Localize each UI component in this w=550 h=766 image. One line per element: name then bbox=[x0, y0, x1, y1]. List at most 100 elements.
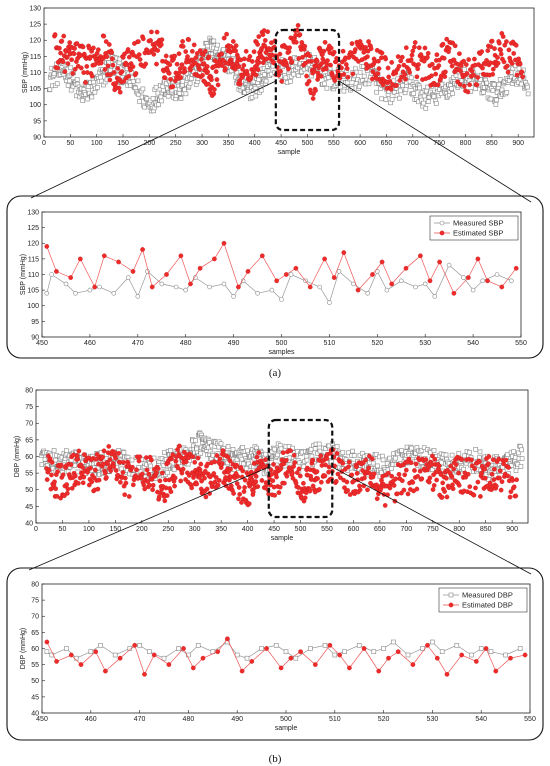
overview-dbp-point-estimated-130 bbox=[123, 480, 129, 486]
overview-sbp-point-estimated-34 bbox=[72, 66, 78, 72]
overview-dbp-xtick-label-5: 250 bbox=[162, 526, 174, 533]
overview-sbp-point-estimated-487 bbox=[332, 78, 338, 83]
zoom-dbp-point-estimated-26 bbox=[361, 646, 367, 651]
zoom-dbp-point-measured-28 bbox=[381, 646, 386, 651]
overview-sbp-point-estimated-603 bbox=[414, 74, 420, 80]
overview-dbp-point-estimated-189 bbox=[164, 493, 170, 498]
overview-dbp-point-measured-6 bbox=[42, 456, 48, 462]
zoom-sbp-ylabel: SBP (mmHg) bbox=[20, 254, 27, 295]
overview-dbp-point-estimated-394 bbox=[274, 474, 279, 480]
overview-dbp-xtick-label-12: 600 bbox=[348, 526, 360, 533]
overview-sbp-point-measured-357 bbox=[253, 93, 259, 99]
overview-dbp-point-estimated-165 bbox=[150, 487, 155, 493]
overview-sbp-point-estimated-203 bbox=[180, 44, 186, 49]
overview-sbp-series-estimated bbox=[52, 23, 526, 101]
zoom-sbp-xtick-label-10: 550 bbox=[515, 340, 527, 347]
overview-dbp-point-estimated-15 bbox=[53, 486, 59, 492]
zoom-sbp-point-estimated-34 bbox=[451, 290, 457, 296]
overview-dbp-series-estimated bbox=[44, 443, 519, 508]
overview-dbp-point-estimated-242 bbox=[195, 455, 201, 461]
overview-dbp-point-estimated-52 bbox=[75, 480, 81, 486]
overview-sbp-point-estimated-629 bbox=[434, 52, 440, 58]
overview-sbp-point-estimated-151 bbox=[148, 38, 153, 43]
zoom-sbp-xtick-label-1: 460 bbox=[84, 340, 96, 347]
overview-dbp-point-estimated-423 bbox=[291, 452, 297, 458]
overview-sbp-point-estimated-504 bbox=[344, 66, 350, 71]
overview-sbp-point-estimated-696 bbox=[479, 49, 485, 54]
overview-dbp-point-estimated-748 bbox=[510, 478, 515, 483]
zoom-sbp-point-measured-5 bbox=[97, 284, 102, 290]
overview-dbp-point-estimated-275 bbox=[212, 459, 217, 465]
overview-sbp-point-estimated-723 bbox=[496, 40, 502, 46]
overview-sbp-point-measured-33 bbox=[67, 78, 72, 84]
overview-sbp-point-estimated-111 bbox=[119, 69, 125, 74]
overview-dbp-point-estimated-559 bbox=[374, 496, 380, 502]
overview-dbp-xtick-label-4: 200 bbox=[136, 526, 148, 533]
overview-dbp-point-estimated-516 bbox=[347, 492, 353, 497]
overview-sbp-point-estimated-673 bbox=[461, 58, 467, 64]
overview-sbp-point-estimated-247 bbox=[204, 64, 210, 69]
zoom-dbp-point-measured-20 bbox=[283, 649, 289, 655]
zoom-dbp-point-measured-33 bbox=[439, 649, 445, 655]
zoom-dbp-point-estimated-28 bbox=[386, 655, 391, 661]
overview-sbp-point-measured-351 bbox=[249, 95, 255, 100]
zoom-dbp-point-measured-19 bbox=[273, 642, 279, 648]
overview-sbp-point-estimated-532 bbox=[365, 54, 370, 60]
overview-dbp-point-estimated-231 bbox=[190, 454, 196, 460]
overview-dbp-point-estimated-320 bbox=[234, 462, 239, 468]
overview-sbp-point-measured-512 bbox=[361, 73, 367, 79]
zoom-sbp-point-measured-29 bbox=[384, 287, 390, 293]
overview-dbp-point-estimated-587 bbox=[395, 491, 400, 497]
overview-dbp-point-estimated-740 bbox=[503, 457, 509, 463]
overview-dbp-point-measured-393 bbox=[262, 451, 268, 457]
overview-sbp-point-estimated-389 bbox=[278, 68, 283, 74]
overview-sbp-point-estimated-752 bbox=[519, 69, 525, 75]
overview-dbp-point-estimated-578 bbox=[387, 485, 393, 491]
zoom-sbp-legend-marker-measured bbox=[439, 220, 445, 226]
overview-sbp-point-estimated-645 bbox=[444, 36, 450, 42]
overview-sbp-point-estimated-538 bbox=[368, 46, 374, 52]
zoom-dbp-point-measured-5 bbox=[98, 642, 103, 648]
overview-dbp-point-estimated-391 bbox=[272, 492, 278, 498]
overview-dbp-point-estimated-278 bbox=[213, 475, 219, 480]
overview-sbp-point-estimated-267 bbox=[214, 77, 220, 82]
zoom-dbp-point-measured-13 bbox=[195, 642, 201, 648]
overview-dbp-point-measured-751 bbox=[518, 464, 524, 469]
overview-dbp-point-estimated-315 bbox=[231, 491, 236, 496]
overview-sbp-xtick-label-2: 100 bbox=[91, 140, 103, 147]
overview-sbp-point-estimated-580 bbox=[395, 54, 401, 59]
overview-dbp-point-estimated-428 bbox=[294, 470, 300, 476]
overview-dbp-point-estimated-691 bbox=[469, 457, 474, 463]
overview-sbp-ytick-label-2: 100 bbox=[29, 102, 41, 109]
overview-dbp-point-estimated-42 bbox=[69, 485, 75, 491]
overview-sbp-point-estimated-161 bbox=[155, 48, 161, 53]
zoom-dbp-legend-label-estimated: Estimated DBP bbox=[462, 601, 513, 610]
overview-sbp-point-estimated-32 bbox=[71, 51, 77, 57]
overview-dbp-point-measured-549 bbox=[379, 453, 385, 459]
overview-sbp-point-measured-79 bbox=[95, 85, 100, 90]
overview-sbp-point-measured-31 bbox=[65, 83, 71, 88]
overview-sbp-point-estimated-753 bbox=[520, 74, 526, 80]
zoom-sbp-line-measured bbox=[46, 264, 512, 304]
zoom-sbp-point-measured-10 bbox=[159, 281, 165, 287]
overview-dbp-point-estimated-229 bbox=[189, 485, 195, 491]
overview-dbp-point-measured-249 bbox=[193, 438, 198, 443]
overview-dbp-point-estimated-633 bbox=[430, 487, 436, 492]
zoom-dbp-ytick-label-6: 70 bbox=[31, 614, 39, 621]
overview-sbp-point-estimated-218 bbox=[189, 48, 195, 54]
overview-dbp-point-estimated-543 bbox=[365, 487, 370, 493]
zoom-dbp-ytick-label-0: 40 bbox=[31, 710, 39, 717]
overview-dbp-point-estimated-606 bbox=[410, 480, 416, 485]
overview-sbp-point-estimated-587 bbox=[401, 62, 407, 68]
overview-sbp-point-measured-538 bbox=[379, 96, 384, 102]
overview-sbp-point-measured-636 bbox=[449, 86, 455, 91]
zoom-dbp-point-estimated-21 bbox=[298, 649, 303, 655]
overview-dbp-point-estimated-324 bbox=[236, 485, 242, 490]
overview-sbp-point-estimated-81 bbox=[101, 33, 107, 39]
overview-sbp-point-measured-506 bbox=[356, 84, 362, 89]
overview-dbp-point-estimated-342 bbox=[246, 501, 252, 507]
overview-sbp-xtick-label-1: 50 bbox=[66, 140, 74, 147]
overview-sbp-point-estimated-690 bbox=[474, 82, 480, 88]
overview-sbp-point-estimated-137 bbox=[136, 52, 142, 57]
overview-dbp-point-estimated-737 bbox=[501, 461, 506, 467]
